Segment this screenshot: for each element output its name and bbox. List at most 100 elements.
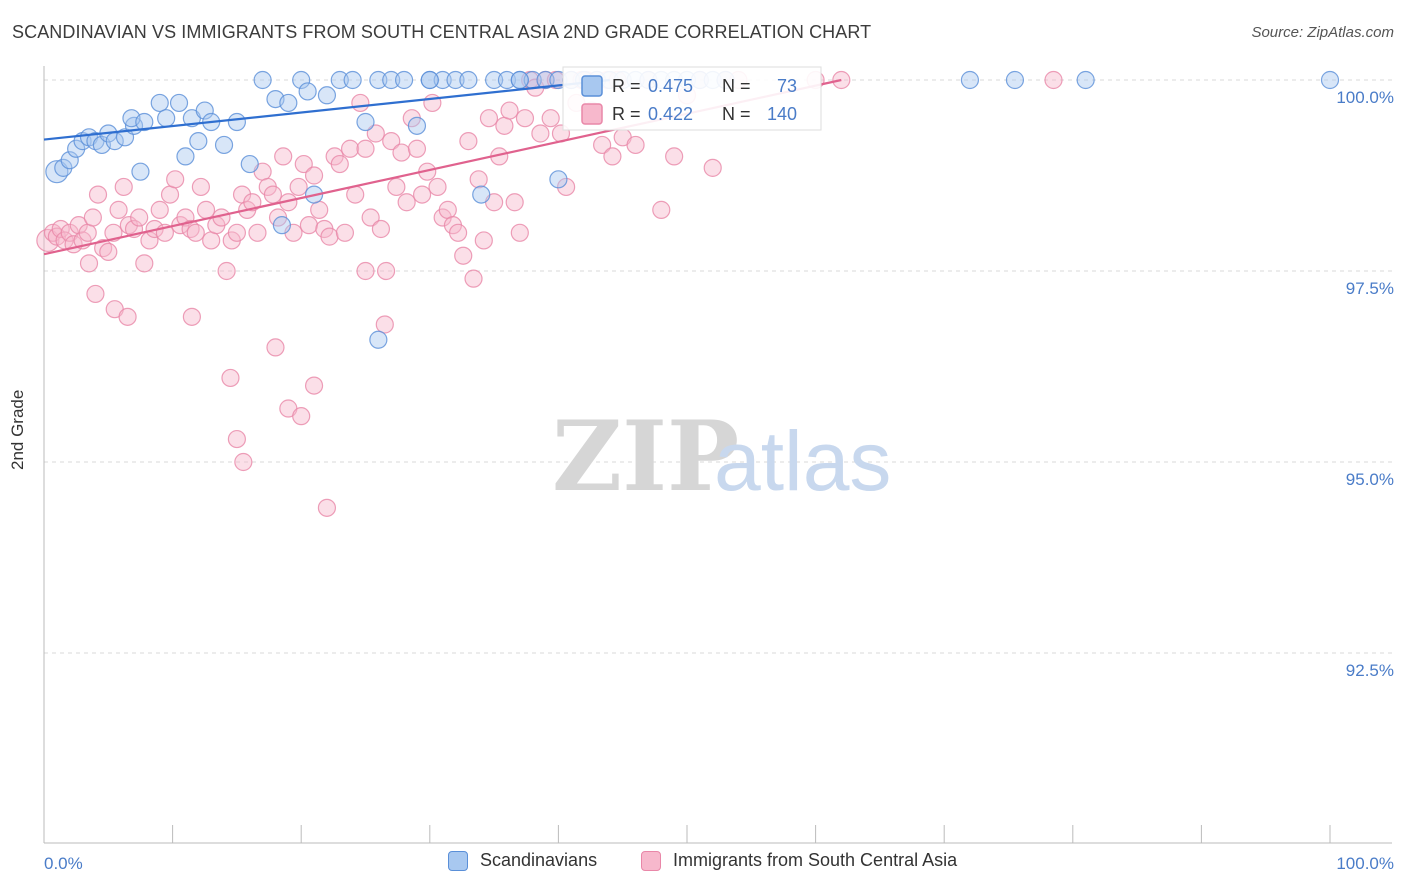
legend-n-label: N =: [722, 104, 751, 124]
pink-point: [515, 109, 535, 128]
pink-point: [361, 208, 380, 227]
pink-point: [510, 223, 529, 242]
blue-point: [433, 70, 452, 90]
pink-point: [196, 200, 216, 219]
x-tick-label: 0.0%: [44, 854, 83, 873]
blue-point: [369, 70, 388, 90]
pink-point: [150, 200, 169, 219]
pink-point: [217, 261, 236, 281]
blue-point: [343, 70, 362, 90]
legend-swatch-blue: [448, 850, 468, 871]
blue-point: [54, 158, 73, 177]
pink-point: [665, 147, 684, 166]
pink-point: [346, 185, 365, 204]
pink-point: [459, 132, 478, 151]
pink-point: [234, 452, 253, 472]
pink-point: [83, 208, 102, 227]
blue-point: [382, 70, 401, 90]
legend-n-value: 73: [777, 76, 797, 96]
pink-point: [86, 284, 105, 304]
blue-point: [45, 160, 69, 184]
pink-point: [335, 223, 355, 242]
pink-point: [320, 227, 339, 246]
pink-point: [356, 261, 375, 281]
blue-point: [960, 70, 980, 90]
pink-point: [382, 132, 401, 151]
blue-trend-line: [43, 78, 610, 141]
blue-point: [189, 132, 208, 151]
pink-point: [557, 177, 576, 197]
blue-point: [459, 70, 478, 90]
y-tick-label: 100.0%: [1336, 88, 1394, 107]
blue-point: [420, 70, 439, 90]
y-tick-label: 97.5%: [1346, 279, 1394, 298]
blue-point: [549, 170, 568, 189]
legend-item-immigrants[interactable]: Immigrants from South Central Asia: [641, 850, 957, 871]
blue-point: [214, 135, 234, 155]
pink-point: [351, 93, 370, 113]
legend-top-swatch-blue: [581, 75, 603, 97]
blue-point: [497, 70, 517, 90]
legend-label-scandinavians: Scandinavians: [480, 850, 598, 870]
pink-point: [299, 216, 319, 235]
pink-point: [130, 208, 149, 227]
pink-point: [109, 200, 128, 219]
pink-point: [371, 219, 391, 239]
pink-point: [191, 177, 210, 197]
pink-point: [500, 101, 519, 120]
blue-point: [485, 70, 504, 90]
legend-top: R = 0.475 N = 73 R = 0.422 N = 140: [562, 66, 822, 131]
pink-point: [294, 154, 313, 174]
pink-point: [99, 242, 118, 261]
legend-item-scandinavians[interactable]: Scandinavians: [448, 850, 597, 871]
pink-point: [464, 269, 483, 288]
pink-point: [166, 170, 185, 189]
blue-point: [131, 162, 150, 181]
pink-point: [375, 315, 394, 334]
pink-point: [304, 166, 324, 185]
pink-point: [202, 231, 221, 250]
blue-point: [317, 86, 337, 105]
pink-point: [304, 376, 324, 395]
watermark: ZIP atlas: [552, 400, 891, 513]
pink-point: [448, 223, 468, 242]
blue-point: [150, 93, 169, 113]
x-tick-label: 100.0%: [1336, 854, 1394, 873]
pink-point: [397, 193, 416, 212]
pink-point: [317, 498, 337, 517]
pink-point: [495, 116, 514, 135]
blue-point: [169, 93, 189, 113]
blue-point: [279, 93, 298, 113]
pink-point: [356, 139, 375, 158]
blue-point: [1320, 70, 1340, 90]
blue-point: [407, 116, 427, 135]
pink-point: [366, 124, 385, 143]
pink-point: [652, 200, 671, 219]
pink-point: [412, 185, 432, 204]
blue-point: [227, 112, 246, 132]
pink-point: [330, 154, 349, 174]
pink-point: [182, 307, 201, 326]
tick-labels: 100.0% 97.5% 95.0% 92.5% 0.0% 100.0%: [44, 88, 1394, 873]
source-credit: Source: ZipAtlas.com: [1251, 24, 1394, 41]
pink-point: [227, 223, 246, 242]
pink-point: [438, 200, 457, 219]
blue-point: [1076, 70, 1095, 90]
legend-bottom: Scandinavians Immigrants from South Cent…: [0, 850, 1406, 878]
pink-point: [135, 254, 154, 273]
pink-point: [376, 261, 396, 281]
pink-point: [221, 368, 240, 388]
blue-point: [472, 185, 491, 204]
pink-point: [626, 135, 645, 155]
blue-point: [536, 70, 555, 90]
pink-point: [531, 124, 550, 143]
legend-n-label: N =: [722, 76, 751, 96]
blue-point: [253, 70, 272, 90]
pink-point: [266, 338, 285, 357]
pink-point: [469, 170, 488, 189]
blue-point: [330, 70, 349, 90]
blue-point: [292, 70, 311, 90]
blue-point: [157, 109, 176, 128]
legend-label-immigrants: Immigrants from South Central Asia: [673, 850, 958, 870]
